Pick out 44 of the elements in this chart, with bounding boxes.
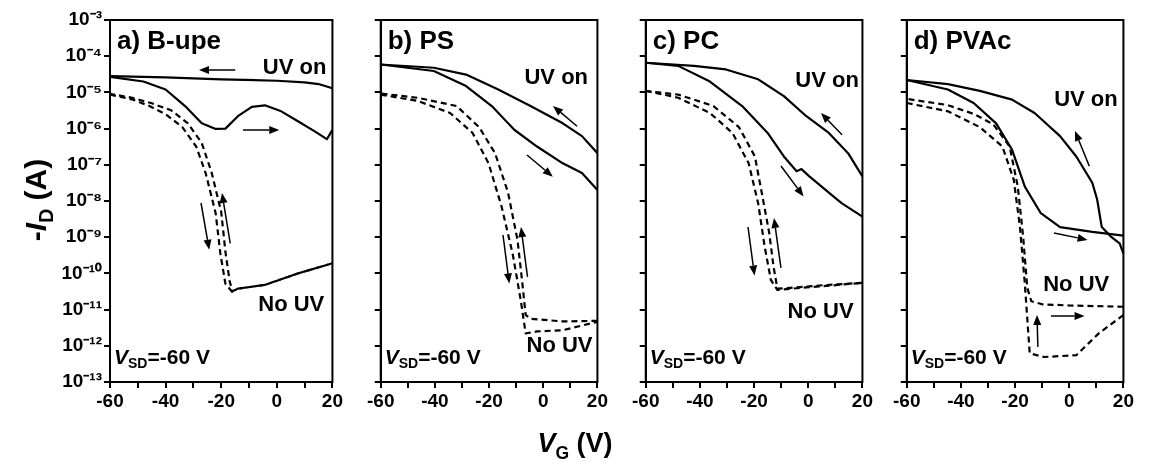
annotation: UV on [262,53,327,79]
x-tick-label: -60 [96,389,124,411]
x-tick-label: -20 [207,389,235,411]
x-tick-label: 0 [537,389,549,411]
x-tick-label: 0 [1063,389,1075,411]
y-tick-label: 10⁻³ [68,8,102,30]
x-axis-title: V$_{G}$ (V) [537,428,613,463]
x-tick-label: -20 [475,389,503,411]
chart-title: d) PVAc [913,25,1012,56]
x-tick-label: 20 [851,389,873,411]
annotation: No UV [1043,271,1110,297]
x-tick-label: -40 [421,389,449,411]
y-tick-label: 10⁻⁵ [65,80,102,102]
x-tick-label: -60 [632,389,660,411]
y-tick-label: 10⁻¹¹ [62,297,102,319]
y-tick-label: 10⁻¹⁰ [61,261,102,283]
x-tick-label: -40 [151,389,180,411]
x-tick-label: 20 [321,389,343,411]
chart-title: a) B-upe [117,25,221,56]
x-tick-label: -60 [893,389,921,411]
x-tick-label: -60 [367,389,395,411]
y-tick-label: 10⁻¹³ [62,370,102,392]
x-tick-label: -20 [740,389,768,411]
annotation: UV on [1054,85,1118,111]
y-tick-label: 10⁻¹² [62,334,102,356]
x-tick-label: 20 [1112,389,1134,411]
x-tick-label: 20 [586,389,608,411]
chart-title: b) PS [387,25,455,56]
annotation: UV on [795,67,859,93]
annotation: No UV [787,297,854,323]
x-tick-label: 0 [271,389,283,411]
y-tick-label: 10⁻⁷ [67,153,103,175]
x-tick-label: -40 [947,389,975,411]
x-tick-label: -40 [686,389,714,411]
y-tick-label: 10⁻⁹ [65,225,102,247]
annotation: No UV [526,331,593,357]
x-tick-label: 0 [802,389,814,411]
annotation: UV on [524,63,589,89]
annotation: No UV [258,291,325,317]
y-tick-label: 10⁻⁴ [65,44,102,66]
y-tick-label: 10⁻⁸ [65,189,102,211]
y-tick-label: 10⁻⁶ [66,116,102,138]
chart-title: c) PC [652,25,720,56]
x-tick-label: -20 [1001,389,1029,411]
